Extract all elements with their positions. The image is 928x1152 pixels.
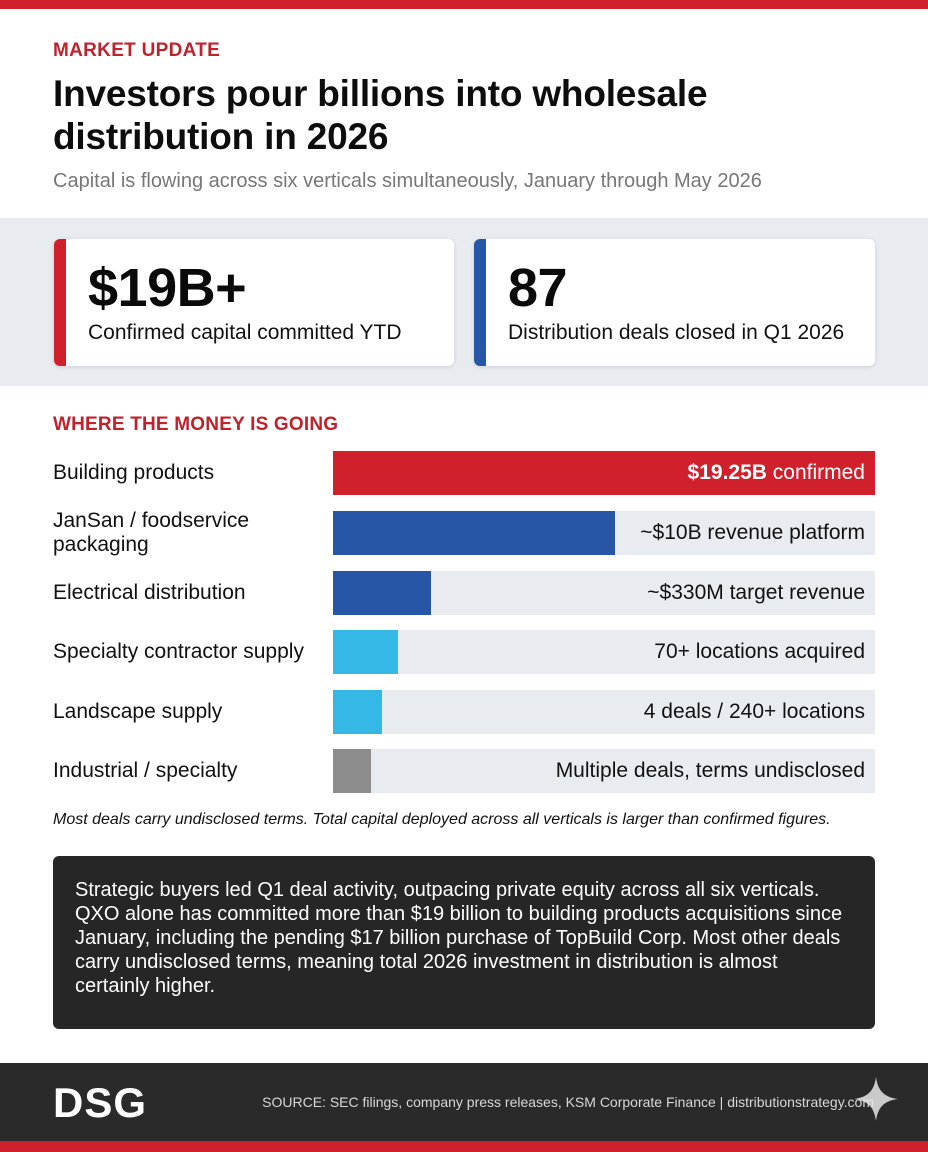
source-line: SOURCE: SEC filings, company press relea… xyxy=(262,1094,874,1110)
bar-value-text: confirmed xyxy=(766,461,865,484)
stat-card-deals: 87 Distribution deals closed in Q1 2026 xyxy=(474,239,875,366)
top-accent-bar xyxy=(0,0,928,9)
bottom-accent-bar xyxy=(0,1141,928,1152)
bar xyxy=(333,571,431,615)
bar-value-text: ~$330M target revenue xyxy=(647,581,865,604)
bar-track: 70+ locations acquired xyxy=(333,630,875,674)
sparkle-icon xyxy=(854,1077,898,1121)
bar-category-label: Building products xyxy=(53,461,215,484)
stat-card-accent xyxy=(54,239,66,366)
bar-category-label: Landscape supply xyxy=(53,700,223,723)
stat-label: Distribution deals closed in Q1 2026 xyxy=(508,321,845,344)
bar-track: 4 deals / 240+ locations xyxy=(333,690,875,734)
footnote: Most deals carry undisclosed terms. Tota… xyxy=(53,811,831,828)
bar-value-text: Multiple deals, terms undisclosed xyxy=(555,759,865,782)
bar xyxy=(333,690,382,734)
bar-value-label: ~$10B revenue platform xyxy=(640,511,865,555)
bar xyxy=(333,451,875,495)
bar-track: $19.25B confirmed xyxy=(333,451,875,495)
chart-title: WHERE THE MONEY IS GOING xyxy=(53,414,339,435)
summary-box: Strategic buyers led Q1 deal activity, o… xyxy=(53,856,875,1029)
bar-value-strong: $19.25B xyxy=(687,461,767,484)
stat-card-accent xyxy=(474,239,486,366)
stat-card-capital: $19B+ Confirmed capital committed YTD xyxy=(54,239,454,366)
subtitle: Capital is flowing across six verticals … xyxy=(53,170,762,192)
stat-value: $19B+ xyxy=(88,258,247,318)
bar-value-label: 4 deals / 240+ locations xyxy=(644,690,865,734)
bar xyxy=(333,511,615,555)
footer: DSG SOURCE: SEC filings, company press r… xyxy=(0,1063,928,1141)
bar-value-label: Multiple deals, terms undisclosed xyxy=(556,749,865,793)
stat-value: 87 xyxy=(508,258,568,318)
bar xyxy=(333,749,371,793)
bar-value-text: ~$10B revenue platform xyxy=(640,521,865,544)
bar-track: ~$10B revenue platform xyxy=(333,511,875,555)
bar-category-label: Industrial / specialty xyxy=(53,759,238,782)
dsg-logo: DSG xyxy=(53,1079,148,1126)
stat-label: Confirmed capital committed YTD xyxy=(88,321,402,344)
bar xyxy=(333,630,398,674)
bar-value-text: 4 deals / 240+ locations xyxy=(643,700,865,723)
bar-track: Multiple deals, terms undisclosed xyxy=(333,749,875,793)
bar-category-label: Specialty contractor supply xyxy=(53,640,304,663)
bar-value-label: $19.25B confirmed xyxy=(688,451,865,495)
bar-category-label: JanSan / foodservice packaging xyxy=(53,509,250,556)
bar-value-label: ~$330M target revenue xyxy=(647,571,865,615)
bar-value-label: 70+ locations acquired xyxy=(654,630,865,674)
bar-track: ~$330M target revenue xyxy=(333,571,875,615)
bar-category-label: Electrical distribution xyxy=(53,581,246,604)
kicker: MARKET UPDATE xyxy=(53,40,221,61)
summary-text: Strategic buyers led Q1 deal activity, o… xyxy=(75,879,843,997)
bar-value-text: 70+ locations acquired xyxy=(654,640,865,663)
page-title: Investors pour billions into wholesale d… xyxy=(53,73,708,157)
